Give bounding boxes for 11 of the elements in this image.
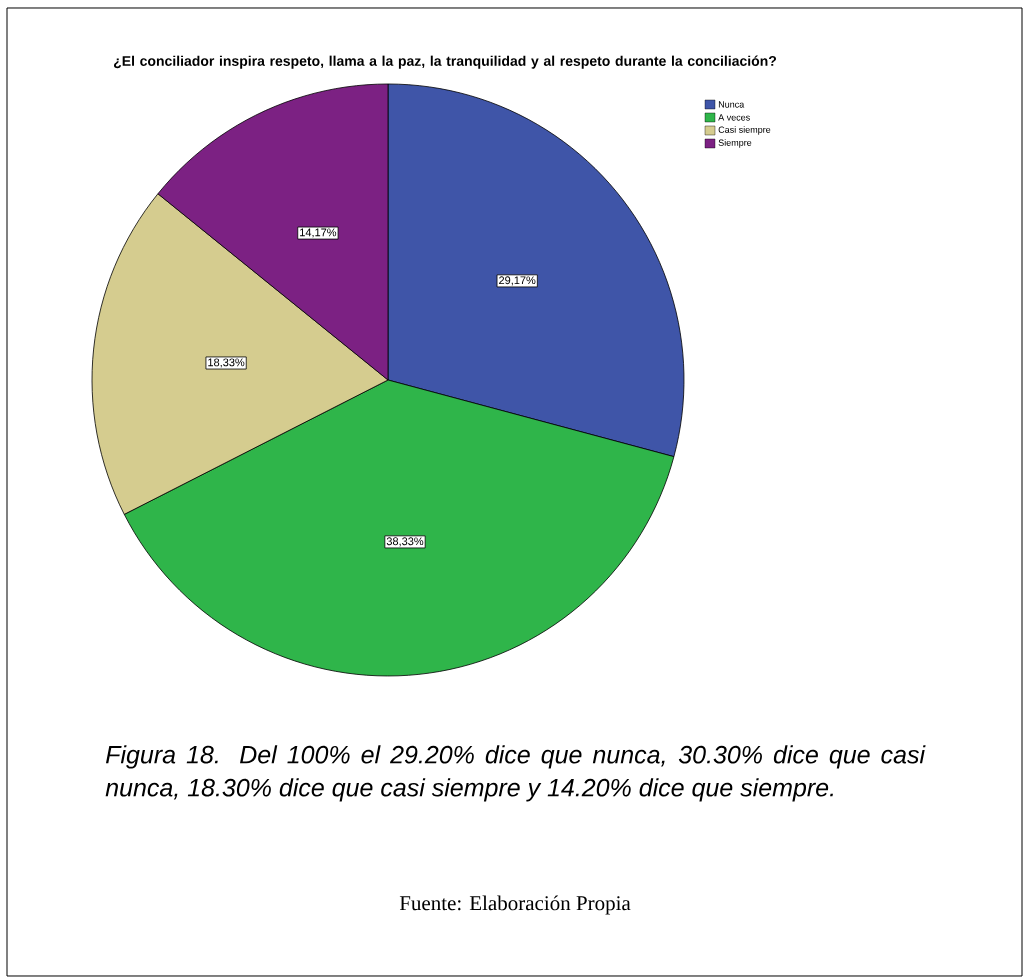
legend-label: Siempre [718,139,752,148]
data-label: 29,17% [499,276,536,286]
data-label: 38,33% [386,537,424,547]
data-label: 18,33% [208,358,245,368]
legend-label: Nunca [718,101,745,108]
legend-label: Casi siempre [718,126,771,135]
text: Figura 18. Del 100% el 29.20% dice que nunca, 30.30% dice que casi nunca, 18.30% dice que casi siempre y 14.20% dice que siempre. [105,745,926,802]
data-label: 14,17% [300,228,337,238]
source-note: Fuente: Elaboración Propia [399,895,631,915]
chart-title: ¿El conciliador inspira respeto, llama a la paz, la tranquilidad y al respeto durante la conciliación? [113,55,777,69]
legend-label: A veces [718,114,750,121]
